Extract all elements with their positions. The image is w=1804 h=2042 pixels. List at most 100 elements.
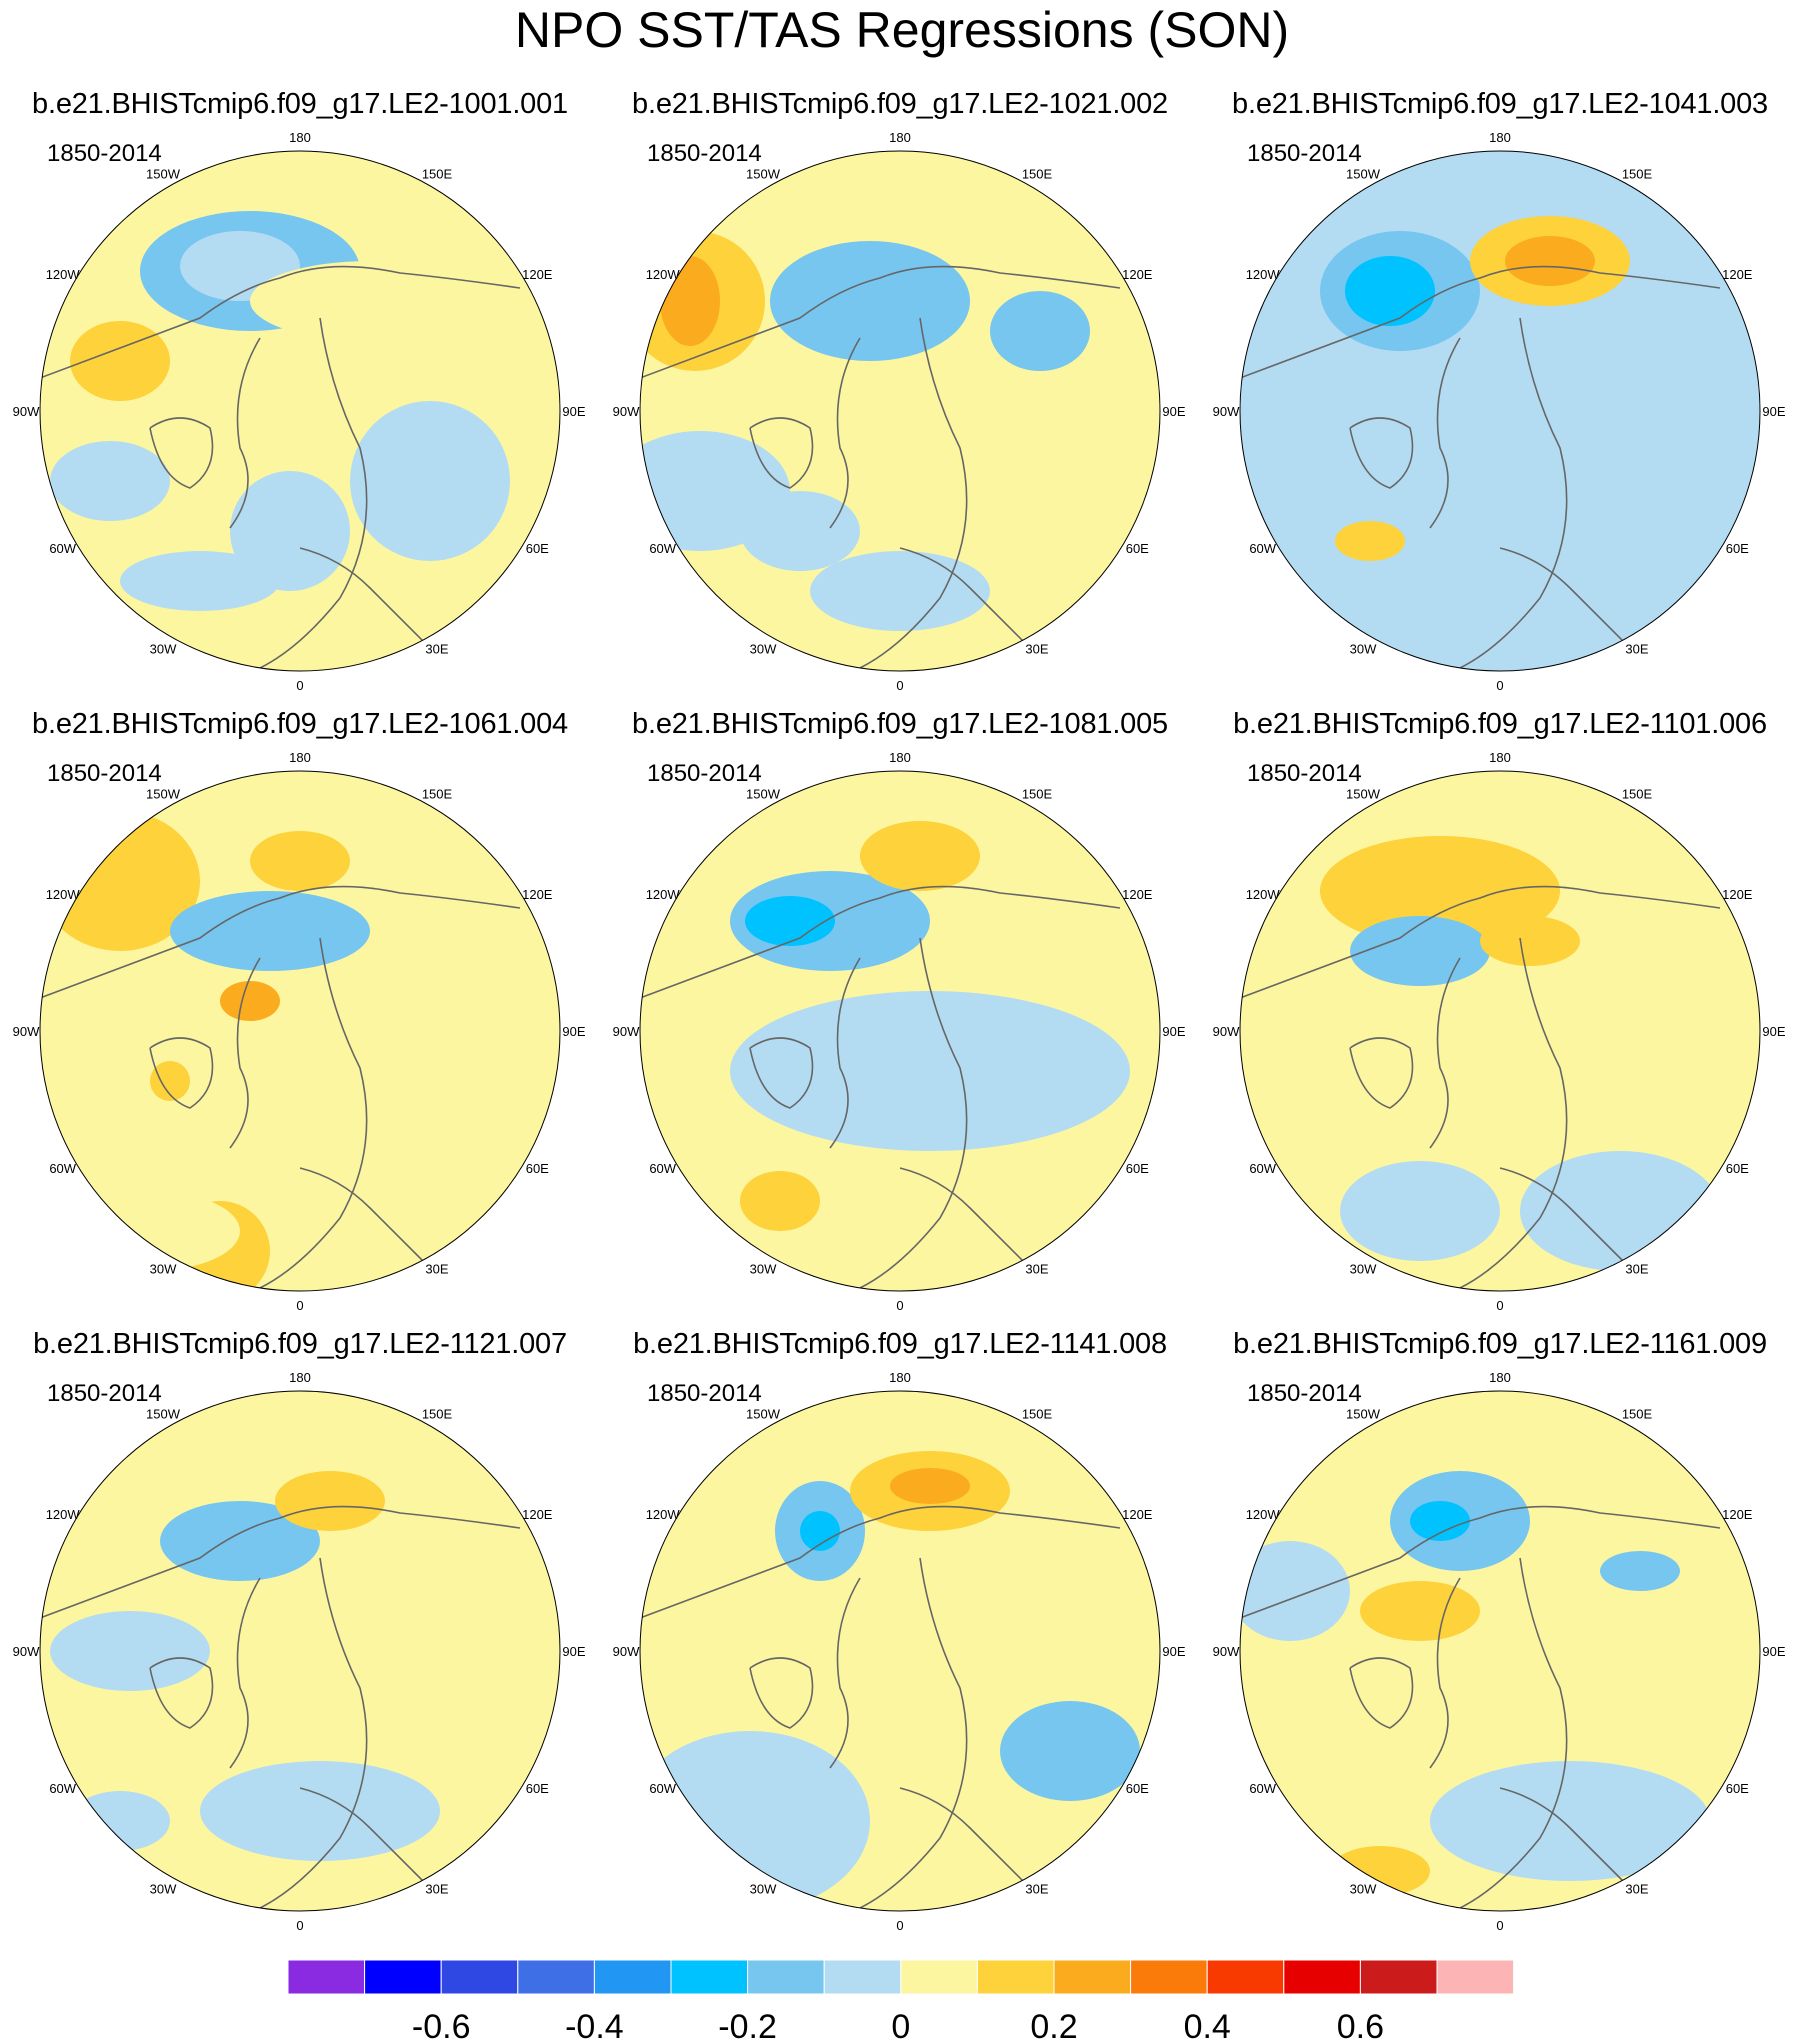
panel-title: b.e21.BHISTcmip6.f09_g17.LE2-1121.007	[33, 1328, 567, 1360]
anomaly-contour	[745, 896, 835, 946]
longitude-label: 180	[1489, 130, 1511, 145]
longitude-label: 60E	[526, 1161, 549, 1176]
longitude-label: 150W	[146, 167, 181, 182]
anomaly-contour	[60, 1191, 240, 1271]
longitude-label: 0	[1496, 1918, 1503, 1933]
anomaly-contour	[890, 1468, 970, 1504]
page-title: NPO SST/TAS Regressions (SON)	[514, 2, 1290, 58]
panel-title: b.e21.BHISTcmip6.f09_g17.LE2-1101.006	[1233, 708, 1767, 740]
coastline	[40, 265, 521, 669]
panel-period: 1850-2014	[647, 140, 762, 167]
colorbar-label: 0.4	[1184, 2008, 1231, 2042]
anomaly-contour	[1335, 521, 1405, 561]
longitude-label: 150E	[422, 167, 453, 182]
panel-period: 1850-2014	[47, 1380, 162, 1407]
longitude-label: 90E	[1162, 1644, 1185, 1659]
anomaly-contour	[150, 1061, 190, 1101]
panel-period: 1850-2014	[1247, 760, 1362, 787]
longitude-label: 60E	[1126, 1161, 1149, 1176]
map-panel: b.e21.BHISTcmip6.f09_g17.LE2-1101.006 185…	[1200, 708, 1800, 1318]
longitude-label: 30E	[1025, 1261, 1048, 1276]
longitude-label: 90E	[1762, 1644, 1785, 1659]
longitude-label: 0	[1496, 1298, 1503, 1313]
field-background	[640, 1391, 1160, 1911]
longitude-label: 120W	[646, 1507, 681, 1522]
anomaly-contour	[70, 321, 170, 401]
anomaly-contour	[810, 551, 990, 631]
panel-title: b.e21.BHISTcmip6.f09_g17.LE2-1001.001	[32, 88, 568, 120]
anomaly-contour	[1460, 501, 1700, 641]
longitude-label: 90W	[613, 1024, 640, 1039]
colorbar-box	[288, 1960, 366, 1995]
anomaly-contour	[860, 821, 980, 891]
longitude-label: 150E	[1622, 167, 1653, 182]
longitude-label: 60W	[49, 541, 76, 556]
colorbar-label: -0.4	[565, 2008, 624, 2042]
longitude-label: 120E	[1722, 1507, 1753, 1522]
longitude-label: 30E	[1025, 641, 1048, 656]
longitude-label: 30W	[750, 1881, 777, 1896]
anomaly-contour	[70, 1791, 170, 1851]
longitude-label: 60W	[1249, 1781, 1276, 1796]
longitude-label: 0	[296, 678, 303, 693]
map-panel: b.e21.BHISTcmip6.f09_g17.LE2-1121.007 185…	[0, 1328, 600, 1938]
longitude-label: 60E	[526, 541, 549, 556]
longitude-label: 90W	[13, 404, 40, 419]
map-panel: b.e21.BHISTcmip6.f09_g17.LE2-1141.008 185…	[600, 1328, 1200, 1938]
colorbar-box	[517, 1960, 595, 1995]
coastline	[1240, 265, 1721, 669]
coastline	[1240, 1505, 1721, 1909]
colorbar-box	[593, 1960, 672, 1995]
colorbar-box	[1359, 1960, 1438, 1995]
colorbar-label: 0.2	[1030, 2008, 1077, 2042]
panel-title: b.e21.BHISTcmip6.f09_g17.LE2-1041.003	[1232, 88, 1768, 120]
polar-map: 180 150E 120E 90E 60E 30E 0 30W 60W 90W 120W 150W	[1213, 130, 1786, 693]
longitude-label: 30W	[1350, 1261, 1377, 1276]
longitude-label: 120W	[1246, 267, 1281, 282]
map-panel: b.e21.BHISTcmip6.f09_g17.LE2-1021.002 185…	[600, 88, 1200, 698]
longitude-label: 30E	[1625, 1261, 1648, 1276]
longitude-label: 180	[889, 1370, 911, 1385]
polar-map: 180 150E 120E 90E 60E 30E 0 30W 60W 90W 120W 150W	[613, 750, 1186, 1313]
anomaly-contour	[800, 1511, 840, 1551]
longitude-label: 180	[889, 130, 911, 145]
colorbar-label: 0.6	[1337, 2008, 1384, 2042]
longitude-label: 150E	[422, 1407, 453, 1422]
colorbar-box	[1053, 1960, 1132, 1995]
polar-map: 180 150E 120E 90E 60E 30E 0 30W 60W 90W 120W 150W	[613, 1370, 1186, 1933]
longitude-label: 0	[296, 1298, 303, 1313]
longitude-label: 120E	[1122, 1507, 1153, 1522]
coastline	[640, 885, 1121, 1289]
longitude-label: 30E	[425, 1261, 448, 1276]
longitude-label: 120W	[646, 267, 681, 282]
longitude-label: 150W	[1346, 1407, 1381, 1422]
longitude-label: 60W	[649, 541, 676, 556]
longitude-label: 30E	[1625, 1881, 1648, 1896]
longitude-label: 150E	[1622, 1407, 1653, 1422]
longitude-label: 150W	[1346, 167, 1381, 182]
longitude-label: 30E	[1025, 1881, 1048, 1896]
anomaly-contour	[220, 981, 280, 1021]
longitude-label: 120E	[1122, 267, 1153, 282]
anomaly-contour	[50, 441, 170, 521]
coastline	[40, 1505, 521, 1909]
longitude-label: 120E	[522, 267, 553, 282]
longitude-label: 60E	[526, 1781, 549, 1796]
longitude-label: 120W	[1246, 1507, 1281, 1522]
anomaly-contour	[1000, 1701, 1140, 1801]
longitude-label: 90E	[562, 404, 585, 419]
longitude-label: 60W	[1249, 1161, 1276, 1176]
longitude-label: 120W	[1246, 887, 1281, 902]
panel-title: b.e21.BHISTcmip6.f09_g17.LE2-1021.002	[632, 88, 1168, 120]
longitude-label: 90W	[13, 1024, 40, 1039]
panel-period: 1850-2014	[647, 760, 762, 787]
longitude-label: 90W	[1213, 1644, 1240, 1659]
longitude-label: 150E	[1022, 167, 1053, 182]
panel-title: b.e21.BHISTcmip6.f09_g17.LE2-1081.005	[632, 708, 1168, 740]
longitude-label: 180	[289, 130, 311, 145]
map-border	[39, 1390, 561, 1912]
longitude-label: 60E	[1126, 541, 1149, 556]
longitude-label: 0	[896, 1918, 903, 1933]
polar-map: 180 150E 120E 90E 60E 30E 0 30W 60W 90W 120W 150W	[13, 130, 586, 693]
longitude-label: 90E	[1762, 1024, 1785, 1039]
